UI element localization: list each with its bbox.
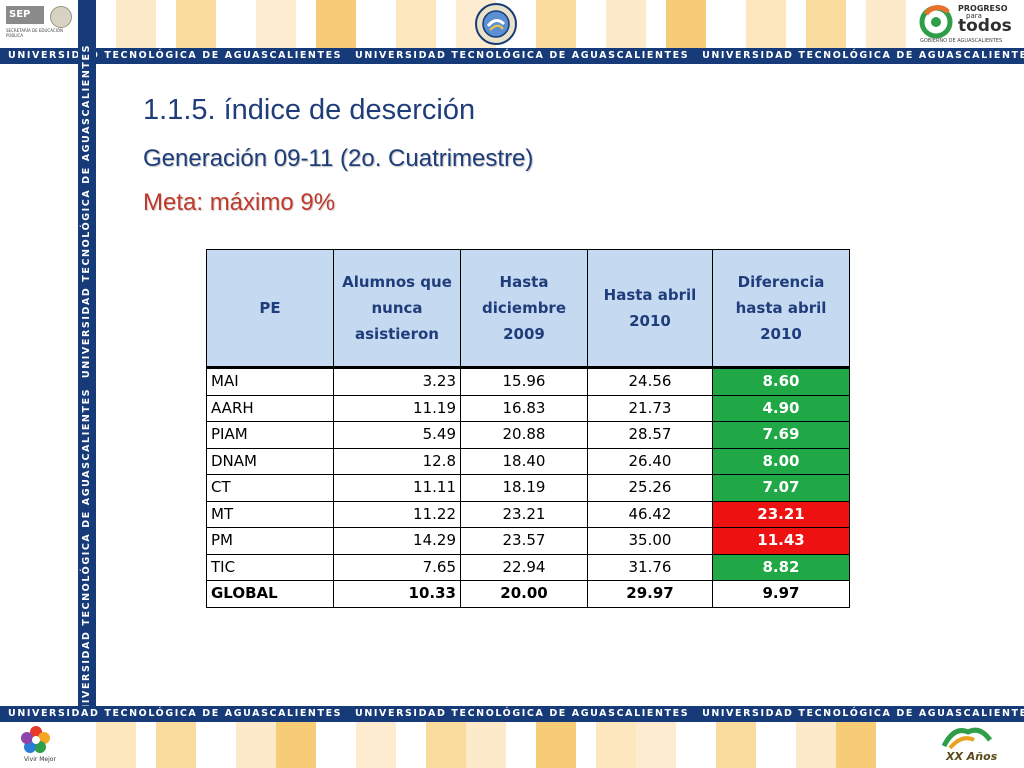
cell-abril: 29.97 (587, 580, 713, 608)
vertical-university-strip: UNIVERSIDAD TECNOLÓGICA DE AGUASCALIENTE… (78, 0, 96, 722)
table-row: PM 14.29 23.57 35.00 11.43 (206, 527, 850, 555)
strip-text: UNIVERSIDAD TECNOLÓGICA DE AGUASCALIENTE… (355, 50, 690, 61)
desertion-table: PE Alumnos que nunca asistieron Hasta di… (206, 249, 850, 608)
cell-abril: 46.42 (587, 500, 713, 528)
cell-diciembre: 22.94 (460, 553, 588, 581)
cell-pe: AARH (206, 394, 334, 422)
slide-goal: Meta: máximo 9% (143, 189, 336, 216)
cell-diferencia: 8.60 (712, 366, 850, 396)
cell-abril: 24.56 (587, 366, 713, 396)
vivir-mejor-label: Vivir Mejor (24, 756, 56, 763)
bottom-university-strip: UNIVERSIDAD TECNOLÓGICA DE AGUASCALIENTE… (0, 706, 1024, 722)
ut-xx-anos-logo: XX Años (934, 722, 1000, 768)
university-seal-logo (472, 2, 520, 46)
cell-pe: MT (206, 500, 334, 528)
header-abril: Hasta abril 2010 (587, 249, 713, 368)
cell-diciembre: 15.96 (460, 366, 588, 396)
cell-pe: DNAM (206, 447, 334, 475)
cell-nunca: 11.11 (333, 474, 461, 502)
cell-nunca: 5.49 (333, 421, 461, 449)
slide-title: 1.1.5. índice de deserción (143, 94, 476, 126)
cell-diciembre: 16.83 (460, 394, 588, 422)
cell-nunca: 12.8 (333, 447, 461, 475)
table-row: MT 11.22 23.21 46.42 23.21 (206, 500, 850, 528)
bottom-decorative-tiles (96, 722, 916, 768)
cell-diciembre: 18.40 (460, 447, 588, 475)
cell-nunca: 10.33 (333, 580, 461, 608)
cell-pe: GLOBAL (206, 580, 334, 608)
table-header-row: PE Alumnos que nunca asistieron Hasta di… (206, 249, 850, 368)
sep-logo-label: SEP (6, 6, 44, 24)
table-row: TIC 7.65 22.94 31.76 8.82 (206, 553, 850, 581)
cell-nunca: 11.19 (333, 394, 461, 422)
cell-diferencia: 4.90 (712, 394, 850, 422)
cell-diferencia: 23.21 (712, 500, 850, 528)
sep-logo: SEP SECRETARÍA DE EDUCACIÓN PÚBLICA (2, 2, 76, 46)
cell-pe: PM (206, 527, 334, 555)
table-row: DNAM 12.8 18.40 26.40 8.00 (206, 447, 850, 475)
mexico-crest-icon (50, 6, 72, 28)
cell-nunca: 7.65 (333, 553, 461, 581)
progreso-swirl-icon (919, 5, 953, 39)
table-row: CT 11.11 18.19 25.26 7.07 (206, 474, 850, 502)
strip-text: UNIVERSIDAD TECNOLÓGICA DE AGUASCALIENTE… (702, 708, 1024, 719)
cell-diciembre: 20.88 (460, 421, 588, 449)
table-row-global: GLOBAL 10.33 20.00 29.97 9.97 (206, 580, 850, 608)
cell-diciembre: 23.21 (460, 500, 588, 528)
header-diciembre: Hasta diciembre 2009 (460, 249, 588, 368)
cell-diciembre: 23.57 (460, 527, 588, 555)
cell-diferencia: 7.07 (712, 474, 850, 502)
cell-pe: MAI (206, 366, 334, 396)
vertical-strip-text: UNIVERSIDAD TECNOLÓGICA DE AGUASCALIENTE… (81, 43, 92, 722)
cell-pe: TIC (206, 553, 334, 581)
cell-diferencia: 8.00 (712, 447, 850, 475)
xx-anos-label: XX Años (946, 750, 998, 763)
cell-diferencia: 8.82 (712, 553, 850, 581)
progreso-line1: PROGRESO (958, 4, 1008, 13)
table-body: MAI 3.23 15.96 24.56 8.60 AARH 11.19 16.83 21.73… (206, 366, 850, 608)
cell-diferencia: 9.97 (712, 580, 850, 608)
cell-abril: 35.00 (587, 527, 713, 555)
table-row: PIAM 5.49 20.88 28.57 7.69 (206, 421, 850, 449)
progreso-para-todos-logo: PROGRESO para todos GOBIERNO DE AGUASCAL… (918, 2, 1022, 46)
cell-abril: 25.26 (587, 474, 713, 502)
cell-pe: PIAM (206, 421, 334, 449)
cell-diciembre: 18.19 (460, 474, 588, 502)
cell-nunca: 14.29 (333, 527, 461, 555)
table-row: MAI 3.23 15.96 24.56 8.60 (206, 366, 850, 396)
table-row: AARH 11.19 16.83 21.73 4.90 (206, 394, 850, 422)
cell-pe: CT (206, 474, 334, 502)
university-seal-icon (475, 3, 517, 45)
progreso-subtitle: GOBIERNO DE AGUASCALIENTES (920, 38, 1003, 44)
vivir-mejor-flower-icon (21, 726, 50, 753)
strip-text: UNIVERSIDAD TECNOLÓGICA DE AGUASCALIENTE… (355, 708, 690, 719)
progreso-line2: para (966, 12, 982, 20)
cell-nunca: 3.23 (333, 366, 461, 396)
header-nunca: Alumnos que nunca asistieron (333, 249, 461, 368)
strip-text: UNIVERSIDAD TECNOLÓGICA DE AGUASCALIENTE… (8, 708, 343, 719)
vivir-mejor-logo: Vivir Mejor (8, 722, 68, 768)
cell-abril: 28.57 (587, 421, 713, 449)
cell-abril: 26.40 (587, 447, 713, 475)
cell-diferencia: 7.69 (712, 421, 850, 449)
slide-subtitle: Generación 09-11 (2o. Cuatrimestre) (143, 145, 534, 172)
sep-subtitle: SECRETARÍA DE EDUCACIÓN PÚBLICA (6, 28, 63, 38)
strip-text: UNIVERSIDAD TECNOLÓGICA DE AGUASCALIENTE… (702, 50, 1024, 61)
strip-text: UNIVERSIDAD TECNOLÓGICA DE AGUASCALIENTE… (8, 50, 343, 61)
ut-xx-icon (941, 727, 993, 750)
header-diferencia: Diferencia hasta abril 2010 (712, 249, 850, 368)
progreso-line3: todos (958, 16, 1012, 36)
cell-diciembre: 20.00 (460, 580, 588, 608)
header-pe: PE (206, 249, 334, 368)
cell-abril: 21.73 (587, 394, 713, 422)
top-university-strip: UNIVERSIDAD TECNOLÓGICA DE AGUASCALIENTE… (0, 48, 1024, 64)
cell-diferencia: 11.43 (712, 527, 850, 555)
cell-nunca: 11.22 (333, 500, 461, 528)
cell-abril: 31.76 (587, 553, 713, 581)
